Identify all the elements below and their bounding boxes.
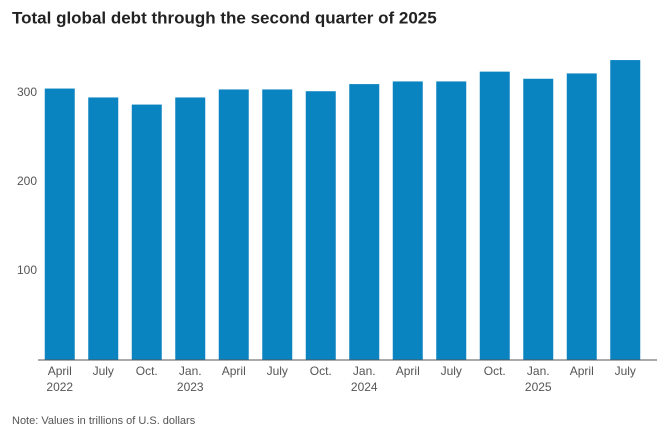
chart-note: Note: Values in trillions of U.S. dollar… — [12, 415, 196, 427]
chart-title: Total global debt through the second qua… — [12, 8, 437, 27]
bar — [479, 71, 510, 360]
x-tick-label: Jan. 2023 — [177, 364, 204, 394]
bar — [523, 78, 554, 360]
bar — [88, 97, 119, 360]
bar — [175, 97, 206, 360]
y-tick-label: 200 — [17, 174, 37, 188]
bar — [349, 84, 380, 360]
bar — [262, 89, 293, 360]
x-tick-label: Oct. — [484, 364, 506, 378]
bar — [44, 88, 75, 361]
bar — [218, 89, 249, 360]
x-tick-label: July — [93, 364, 114, 378]
x-tick-label: April — [570, 364, 594, 378]
x-tick-label: Jan. 2025 — [525, 364, 552, 394]
x-tick-label: Oct. — [136, 364, 158, 378]
x-tick-label: July — [615, 364, 636, 378]
x-tick-label: Jan. 2024 — [351, 364, 378, 394]
x-tick-label: July — [441, 364, 462, 378]
x-tick-label: April 2022 — [46, 364, 73, 394]
bar — [392, 81, 423, 361]
bar — [610, 60, 641, 360]
bar — [305, 91, 336, 360]
bar — [566, 73, 597, 361]
bar — [436, 81, 467, 361]
x-tick-label: April — [396, 364, 420, 378]
y-tick-label: 300 — [17, 85, 37, 99]
y-tick-label: 100 — [17, 263, 37, 277]
x-tick-label: July — [267, 364, 288, 378]
bar — [131, 104, 162, 360]
x-tick-label: April — [222, 364, 246, 378]
x-tick-label: Oct. — [310, 364, 332, 378]
